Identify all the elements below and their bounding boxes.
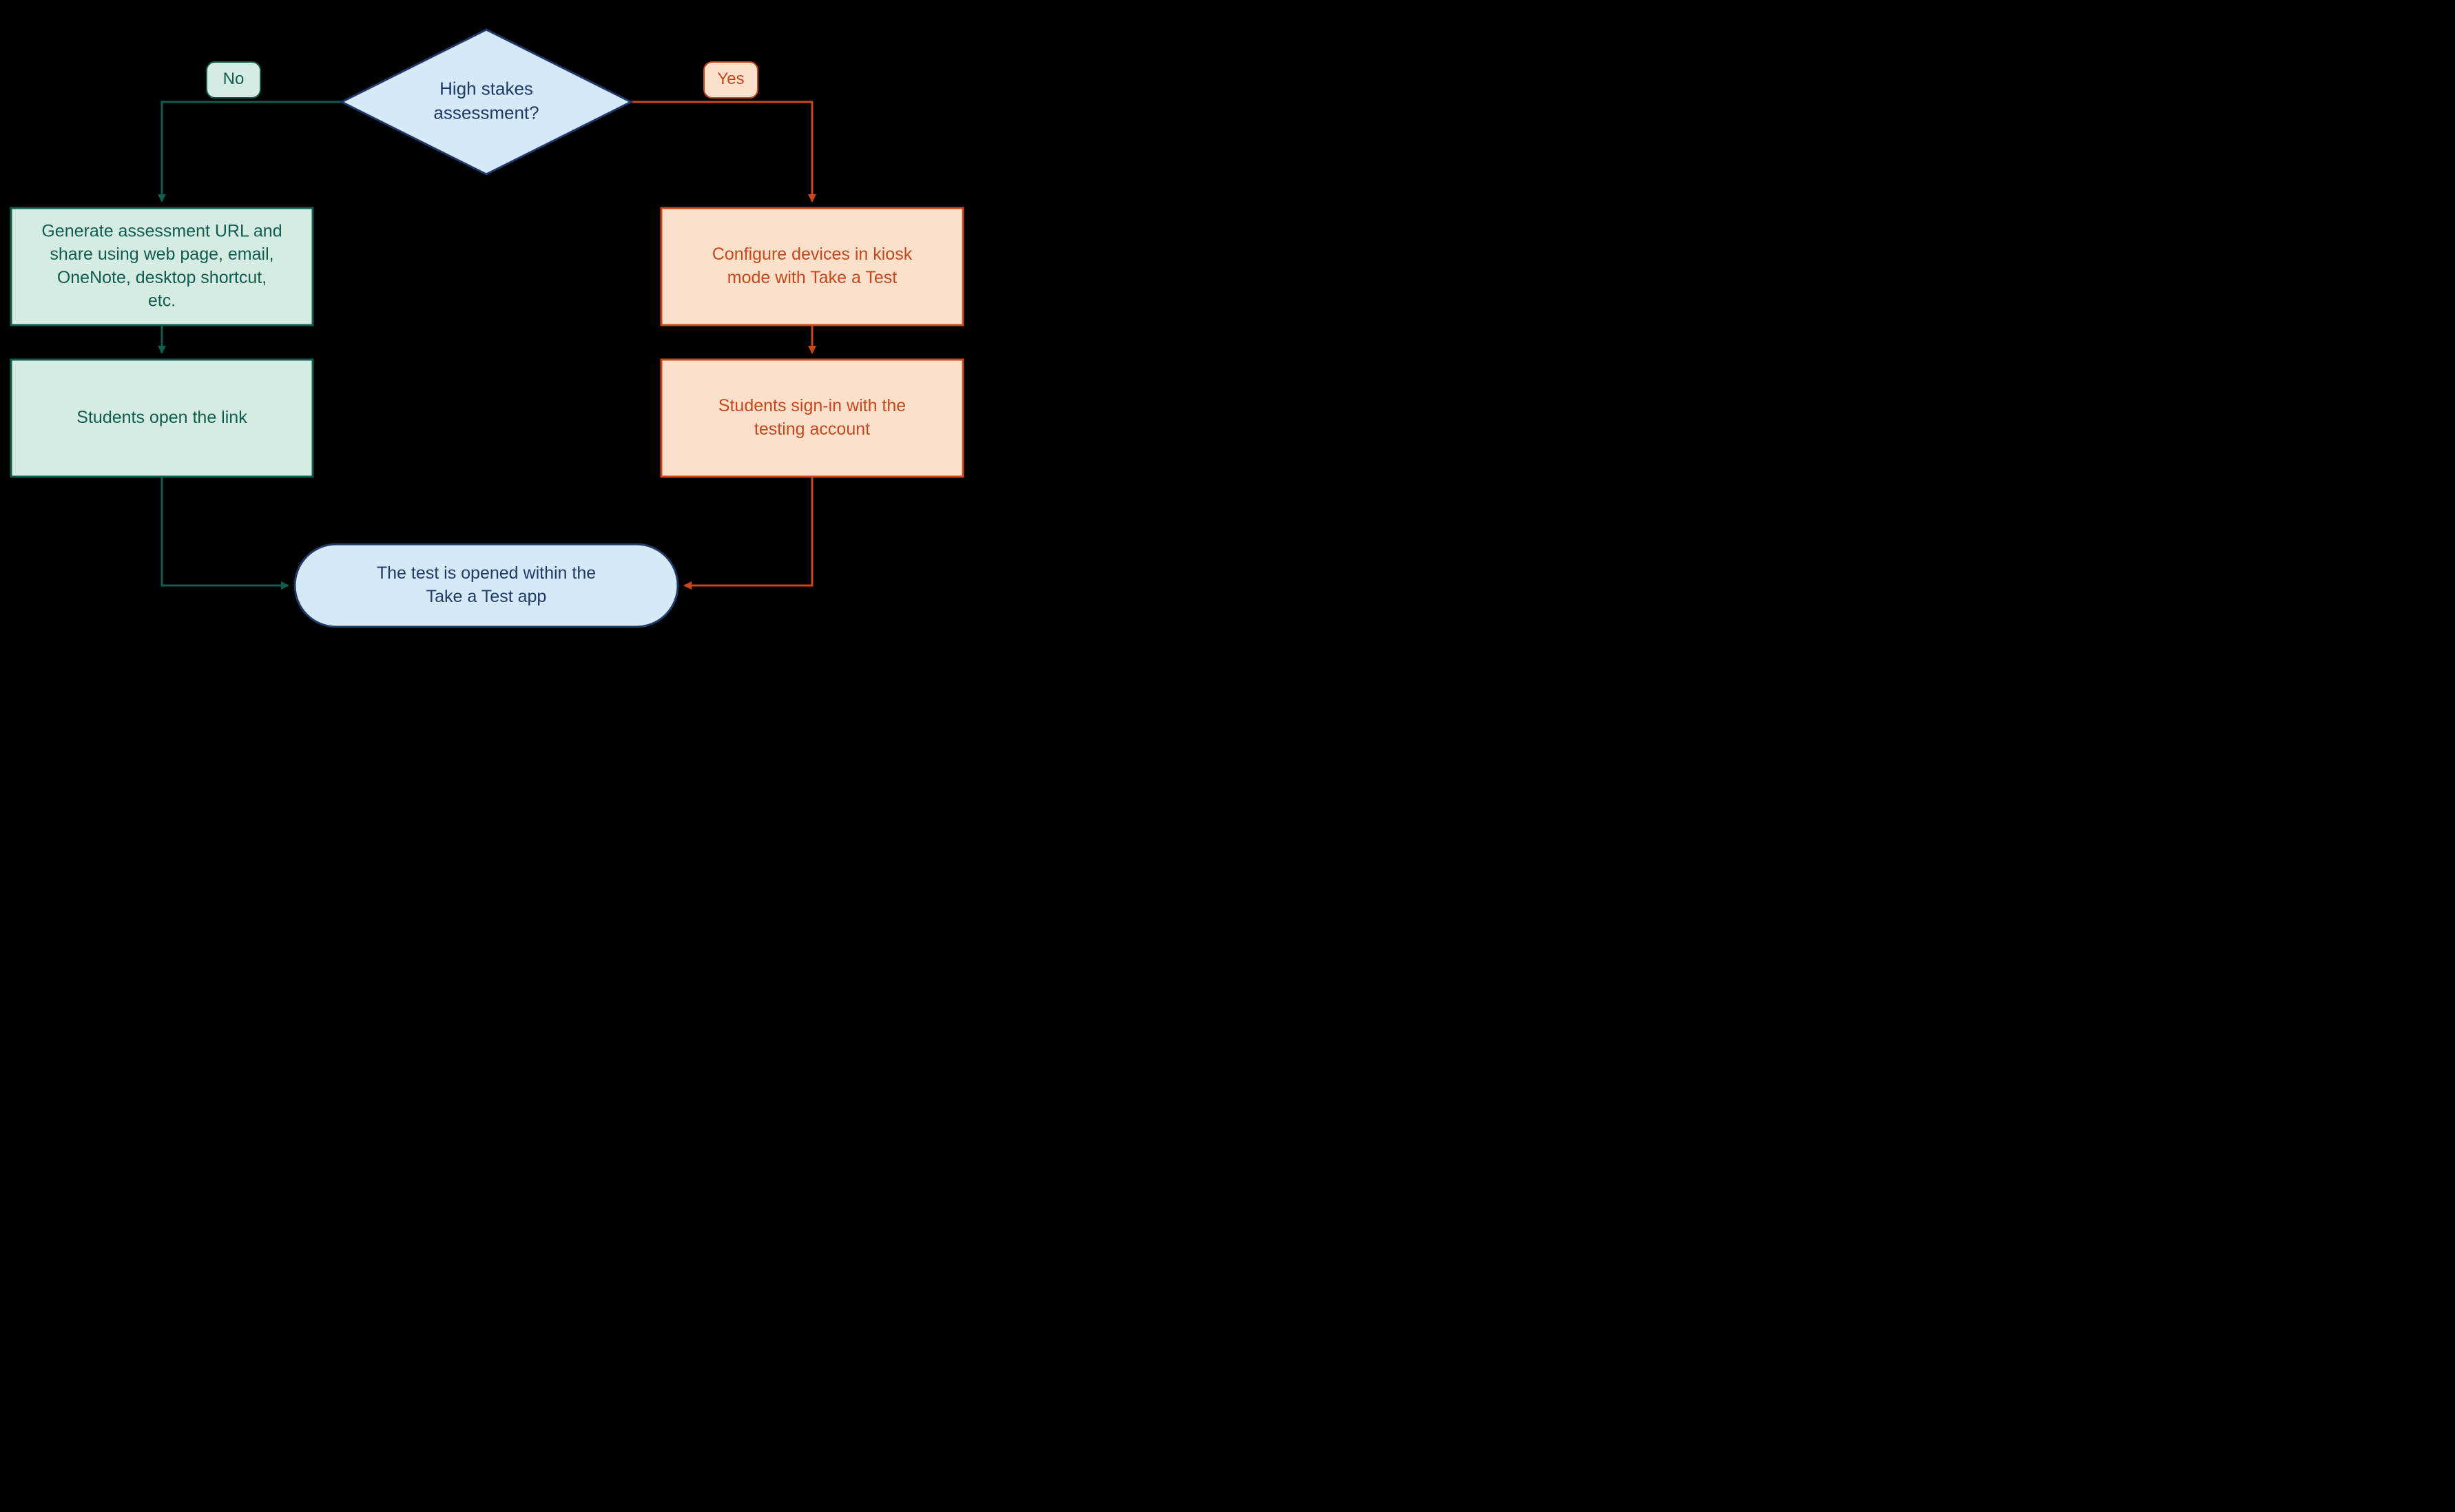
node-no_label: No: [207, 62, 260, 98]
node-decision: High stakesassessment?: [342, 30, 631, 174]
node-no_step1: Generate assessment URL andshare using w…: [11, 208, 313, 325]
node-terminal-shape: [295, 544, 678, 627]
edge-dec-to-yes-branch: [631, 102, 812, 201]
node-yes_label: Yes: [704, 62, 758, 98]
node-terminal: The test is opened within theTake a Test…: [295, 544, 678, 627]
edge-no2-to-terminal: [162, 477, 288, 586]
yes_label-text: Yes: [717, 70, 744, 88]
node-no_step2: Students open the link: [11, 360, 313, 477]
node-yes_step1-shape: [661, 208, 963, 325]
flowchart-canvas: High stakesassessment? No Yes Generate asse…: [0, 0, 1047, 648]
node-yes_step2-shape: [661, 360, 963, 477]
no_label-text: No: [223, 70, 245, 88]
node-yes_step2: Students sign-in with thetesting account: [661, 360, 963, 477]
no_step2-text: Students open the link: [76, 408, 247, 427]
edge-dec-to-no-branch: [162, 102, 342, 201]
node-yes_step1: Configure devices in kioskmode with Take…: [661, 208, 963, 325]
edge-yes2-to-terminal: [685, 477, 812, 586]
